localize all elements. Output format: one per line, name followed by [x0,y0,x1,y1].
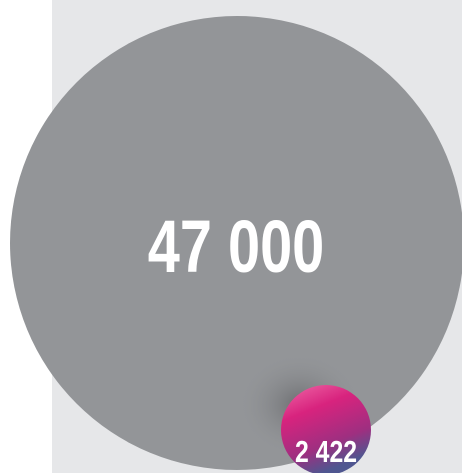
big-circle [10,16,462,470]
big-value: 47 000 [148,206,325,289]
small-circle [281,385,371,473]
small-value: 2 422 [295,434,357,468]
